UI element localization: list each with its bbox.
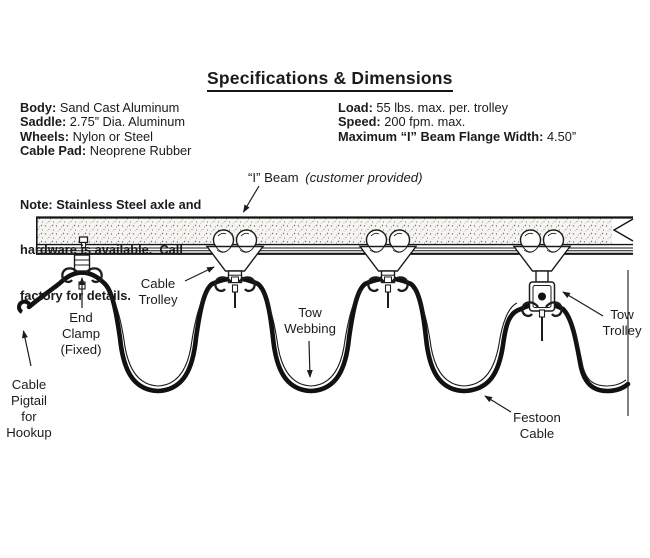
svg-text:Trolley: Trolley <box>602 323 641 338</box>
spec-row-cable-pad: Cable Pad: Neoprene Rubber <box>20 142 192 158</box>
beam-web-stipple <box>37 218 612 244</box>
svg-text:for: for <box>21 409 37 424</box>
svg-text:Pigtail: Pigtail <box>11 393 47 408</box>
note-line: factory for details. <box>20 288 131 304</box>
spec-row-load: Load: 55 lbs. max. per. trolley <box>338 100 508 115</box>
end-clamp-label: End <box>69 310 92 325</box>
tow-trolley-arrow <box>562 291 604 317</box>
i-beam-arrow <box>242 185 260 213</box>
page-title: Specifications & Dimensions <box>207 68 453 92</box>
spec-row-wheels: Wheels: Nylon or Steel <box>20 128 154 144</box>
tow-webbing-path <box>33 286 627 387</box>
tow-trolley-pin <box>538 292 546 301</box>
cable-trolley-arrow <box>184 266 215 282</box>
svg-text:(Fixed): (Fixed) <box>60 342 101 357</box>
svg-text:Trolley: Trolley <box>138 292 177 307</box>
spec-row-flange-width: Maximum “I” Beam Flange Width: 4.50” <box>338 128 577 144</box>
callout-arrows <box>22 185 604 413</box>
cable-trolley-label: Cable <box>141 276 175 291</box>
note-line: hardware is available. Call <box>20 242 183 258</box>
spec-row-speed: Speed: 200 fpm. max. <box>338 114 466 130</box>
i-beam <box>35 216 634 255</box>
specs-right-block: Load: 55 lbs. max. per. trolley Speed: 2… <box>338 100 577 144</box>
svg-text:Webbing: Webbing <box>284 321 336 336</box>
svg-text:Clamp: Clamp <box>62 326 100 341</box>
specs-left-block: Body: Sand Cast Aluminum Saddle: 2.75” D… <box>20 100 192 158</box>
svg-text:Hookup: Hookup <box>6 425 51 440</box>
cable-trolley-2 <box>359 229 417 308</box>
spec-row-saddle: Saddle: 2.75” Dia. Aluminum <box>20 114 186 130</box>
festoon-cable-arrow <box>484 395 512 413</box>
tow-trolley <box>513 229 571 341</box>
tow-webbing-arrow <box>306 340 313 378</box>
beam-break-mark <box>613 218 634 242</box>
i-beam-label: “I” Beam (customer provided) <box>248 170 423 185</box>
cable-pigtail-label: Cable <box>12 377 46 392</box>
cable-pigtail-curl <box>17 299 32 314</box>
cable-trolley-1 <box>206 229 264 308</box>
cable-pigtail-arrow <box>22 330 32 367</box>
tow-webbing-label: Tow <box>298 305 322 320</box>
festoon-cable-label: Festoon <box>513 410 561 425</box>
spec-row-body: Body: Sand Cast Aluminum <box>20 100 180 115</box>
svg-text:Cable: Cable <box>520 426 554 441</box>
note-block: Note: Stainless Steel axle and hardware … <box>20 166 201 334</box>
tow-trolley-label: Tow <box>610 307 634 322</box>
note-line: Note: Stainless Steel axle and <box>20 196 202 212</box>
